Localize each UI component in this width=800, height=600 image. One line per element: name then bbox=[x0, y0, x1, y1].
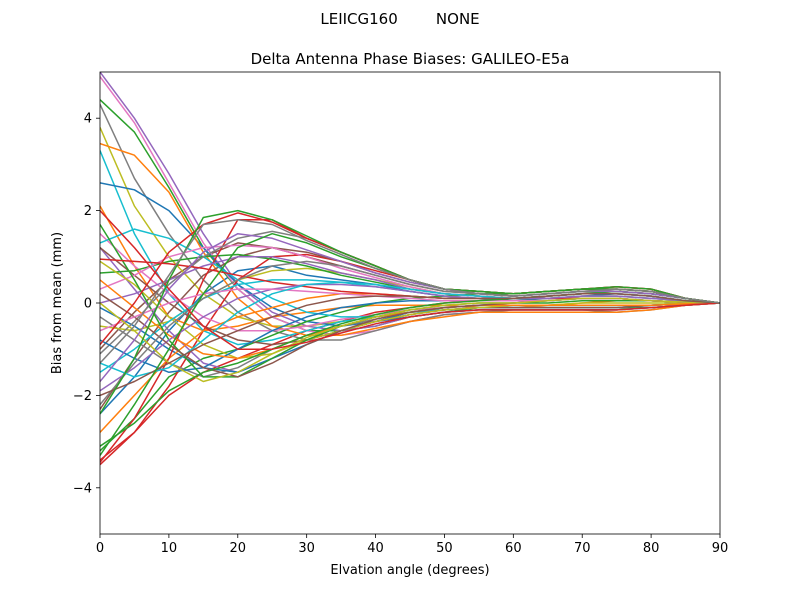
x-tick-label: 10 bbox=[161, 541, 178, 556]
figure-suptitle: LEIICG160 NONE bbox=[320, 10, 479, 28]
y-axis-label: Bias from mean (mm) bbox=[50, 232, 65, 374]
y-tick-label: 2 bbox=[84, 204, 92, 219]
y-tick-label: 0 bbox=[84, 297, 92, 312]
x-tick-label: 50 bbox=[436, 541, 453, 556]
y-tick-label: −4 bbox=[73, 481, 92, 496]
y-tick-label: −2 bbox=[73, 389, 92, 404]
axes: 0 10 20 30 40 50 60 70 80 90 −4 −2 0 2 4 bbox=[73, 71, 729, 556]
series-line-43 bbox=[100, 232, 720, 382]
x-tick-label: 70 bbox=[574, 541, 591, 556]
x-tick-label: 30 bbox=[298, 541, 315, 556]
x-tick-label: 60 bbox=[505, 541, 522, 556]
x-axis-label: Elvation angle (degrees) bbox=[330, 563, 489, 578]
y-tick-label: 4 bbox=[84, 112, 92, 127]
series-line-44 bbox=[100, 293, 720, 397]
x-tick-label: 20 bbox=[230, 541, 247, 556]
series-line-39 bbox=[100, 297, 720, 383]
x-tick-label: 0 bbox=[96, 541, 104, 556]
series-line-48 bbox=[100, 219, 720, 364]
series-line-35 bbox=[100, 283, 720, 392]
x-tick-label: 90 bbox=[712, 541, 729, 556]
chart-title: Delta Antenna Phase Biases: GALILEO-E5a bbox=[251, 50, 570, 68]
series-layer bbox=[100, 72, 720, 466]
series-line-46 bbox=[100, 210, 720, 350]
x-tick-label: 80 bbox=[643, 541, 660, 556]
x-tick-label: 40 bbox=[367, 541, 384, 556]
